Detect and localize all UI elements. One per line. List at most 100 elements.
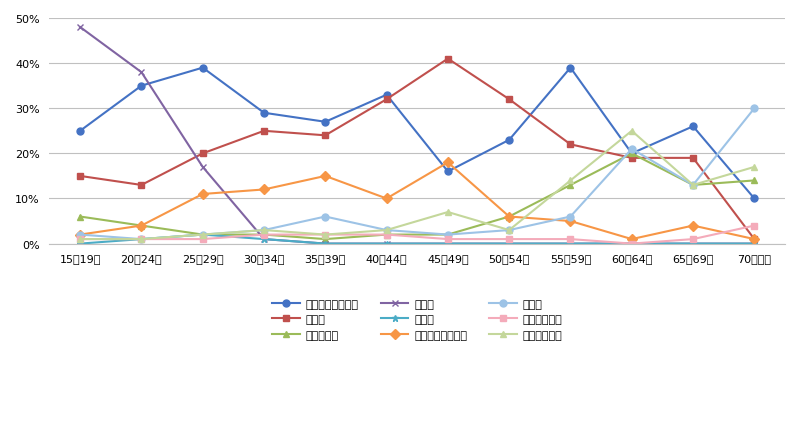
- 退職・廃業: [75, 215, 85, 220]
- 転　勤: [259, 129, 269, 134]
- 生活の利便性: [443, 210, 453, 215]
- Legend: 就職・転職・転業, 転　勤, 退職・廃業, 就　学, 卒　業, 結婚・離婚・縁組, 住　宅, 交通の利便性, 生活の利便性: 就職・転職・転業, 転 勤, 退職・廃業, 就 学, 卒 業, 結婚・離婚・縁組…: [272, 299, 562, 340]
- 交通の利便性: [382, 233, 391, 238]
- 就　学: [566, 242, 575, 247]
- 卒　業: [443, 242, 453, 247]
- 退職・廃業: [137, 224, 146, 229]
- Line: 生活の利便性: 生活の利便性: [77, 128, 758, 243]
- 就職・転職・転業: [627, 151, 637, 157]
- 転　勤: [627, 156, 637, 161]
- 交通の利便性: [750, 224, 759, 229]
- 住　宅: [504, 228, 514, 233]
- 就職・転職・転業: [259, 111, 269, 116]
- 就　学: [198, 165, 207, 170]
- 転　勤: [75, 174, 85, 179]
- 就　学: [137, 71, 146, 76]
- 結婚・離婚・縁組: [566, 219, 575, 224]
- 結婚・離婚・縁組: [75, 233, 85, 238]
- 就　学: [75, 25, 85, 31]
- 生活の利便性: [566, 178, 575, 184]
- 転　勤: [504, 98, 514, 103]
- 生活の利便性: [688, 183, 698, 188]
- 卒　業: [566, 242, 575, 247]
- 退職・廃業: [443, 233, 453, 238]
- 退職・廃業: [504, 215, 514, 220]
- 生活の利便性: [75, 237, 85, 242]
- 卒　業: [688, 242, 698, 247]
- 交通の利便性: [627, 242, 637, 247]
- 就職・転職・転業: [198, 66, 207, 71]
- 結婚・離婚・縁組: [504, 215, 514, 220]
- 就　学: [750, 242, 759, 247]
- 退職・廃業: [382, 233, 391, 238]
- 交通の利便性: [321, 233, 330, 238]
- 卒　業: [504, 242, 514, 247]
- 就　学: [321, 242, 330, 247]
- 退職・廃業: [259, 233, 269, 238]
- 生活の利便性: [137, 237, 146, 242]
- Line: 就　学: 就 学: [77, 25, 758, 248]
- 卒　業: [198, 233, 207, 238]
- 住　宅: [627, 147, 637, 152]
- 交通の利便性: [259, 233, 269, 238]
- 住　宅: [443, 233, 453, 238]
- 卒　業: [627, 242, 637, 247]
- 就職・転職・転業: [443, 169, 453, 175]
- 卒　業: [382, 242, 391, 247]
- 交通の利便性: [137, 237, 146, 242]
- 住　宅: [321, 215, 330, 220]
- 就　学: [443, 242, 453, 247]
- Line: 卒　業: 卒 業: [77, 232, 758, 248]
- 結婚・離婚・縁組: [750, 237, 759, 242]
- 住　宅: [688, 183, 698, 188]
- 転　勤: [566, 142, 575, 147]
- 結婚・離婚・縁組: [443, 160, 453, 166]
- 結婚・離婚・縁組: [382, 197, 391, 202]
- 就職・転職・転業: [688, 124, 698, 129]
- 就職・転職・転業: [504, 138, 514, 143]
- 卒　業: [259, 237, 269, 242]
- 交通の利便性: [504, 237, 514, 242]
- 生活の利便性: [504, 228, 514, 233]
- 結婚・離婚・縁組: [198, 192, 207, 197]
- 生活の利便性: [198, 233, 207, 238]
- 交通の利便性: [75, 237, 85, 242]
- 退職・廃業: [688, 183, 698, 188]
- 転　勤: [750, 237, 759, 242]
- 結婚・離婚・縁組: [259, 187, 269, 193]
- 住　宅: [259, 228, 269, 233]
- 転　勤: [321, 133, 330, 138]
- 卒　業: [321, 242, 330, 247]
- 交通の利便性: [566, 237, 575, 242]
- 就　学: [688, 242, 698, 247]
- 転　勤: [198, 151, 207, 157]
- 転　勤: [137, 183, 146, 188]
- 退職・廃業: [321, 237, 330, 242]
- Line: 就職・転職・転業: 就職・転職・転業: [77, 65, 758, 203]
- 生活の利便性: [382, 228, 391, 233]
- 転　勤: [688, 156, 698, 161]
- 住　宅: [566, 215, 575, 220]
- 卒　業: [137, 237, 146, 242]
- 住　宅: [382, 228, 391, 233]
- 就　学: [504, 242, 514, 247]
- 生活の利便性: [627, 129, 637, 134]
- 住　宅: [198, 233, 207, 238]
- Line: 住　宅: 住 宅: [77, 105, 758, 243]
- 卒　業: [750, 242, 759, 247]
- 交通の利便性: [198, 237, 207, 242]
- 就職・転職・転業: [137, 84, 146, 89]
- 生活の利便性: [750, 165, 759, 170]
- 退職・廃業: [750, 178, 759, 184]
- Line: 交通の利便性: 交通の利便性: [77, 223, 758, 248]
- 結婚・離婚・縁組: [688, 224, 698, 229]
- 住　宅: [75, 233, 85, 238]
- 交通の利便性: [688, 237, 698, 242]
- 結婚・離婚・縁組: [137, 224, 146, 229]
- 転　勤: [443, 57, 453, 62]
- Line: 転　勤: 転 勤: [77, 56, 758, 243]
- Line: 退職・廃業: 退職・廃業: [77, 150, 758, 243]
- 交通の利便性: [443, 237, 453, 242]
- 結婚・離婚・縁組: [321, 174, 330, 179]
- 結婚・離婚・縁組: [627, 237, 637, 242]
